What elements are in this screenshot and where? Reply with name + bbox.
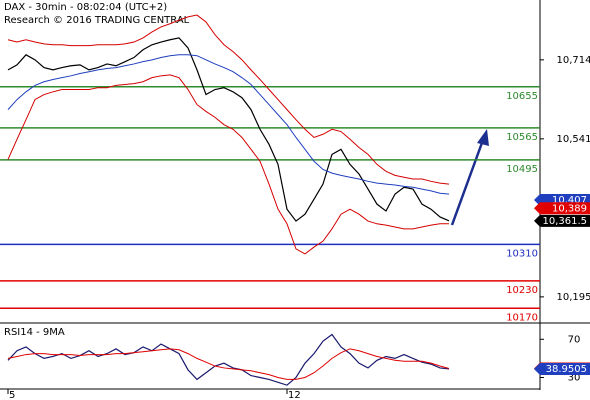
level-label: 10655 xyxy=(506,91,538,102)
level-label: 10170 xyxy=(506,312,538,323)
series-line xyxy=(7,54,450,195)
rsi-title: RSI14 - 9MA xyxy=(4,327,65,338)
value-marker xyxy=(534,202,590,215)
y-tick-label: 70 xyxy=(568,334,581,345)
value-marker xyxy=(534,362,590,375)
value-marker xyxy=(534,214,590,227)
value-marker-label: 38.9505 xyxy=(546,364,587,375)
series-line xyxy=(7,348,450,380)
level-label: 10310 xyxy=(506,248,538,259)
chart-subtitle: Research © 2016 TRADING CENTRAL xyxy=(4,15,190,26)
series-line xyxy=(7,74,449,255)
series-line xyxy=(7,333,450,386)
value-marker-label: 10,407 xyxy=(552,195,587,206)
forecast-arrow xyxy=(450,129,489,226)
y-tick-label: 10,195 xyxy=(557,292,590,303)
y-tick-label: 30 xyxy=(568,372,581,383)
x-tick-label: 12 xyxy=(288,390,301,400)
level-label: 10230 xyxy=(506,285,538,296)
y-tick-label: 10,714 xyxy=(557,55,590,66)
level-label: 10495 xyxy=(506,164,538,175)
value-marker-label: 10,389 xyxy=(552,203,587,214)
series-line xyxy=(7,37,450,222)
x-tick-label: 5 xyxy=(9,390,15,400)
value-marker-label: 10,361.5 xyxy=(542,216,587,227)
chart-title: DAX - 30min - 08:02:04 (UTC+2) xyxy=(4,2,167,13)
y-tick-label: 10,541 xyxy=(557,134,590,145)
level-label: 10565 xyxy=(506,132,538,143)
series-line xyxy=(7,14,450,185)
